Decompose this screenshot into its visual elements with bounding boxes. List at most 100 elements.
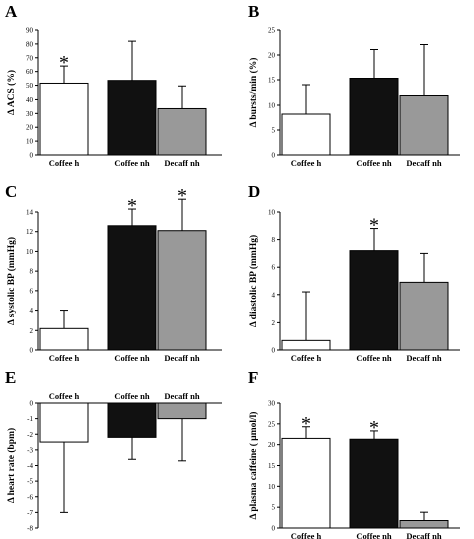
panel-d: D 0 2 4 6 8 10 Δ diastolic BP (mmHg) Coffee h Cof… [248, 182, 460, 363]
significance-star: * [369, 417, 379, 439]
bar-coffee-h [39, 402, 89, 443]
y-tick-label: 10 [26, 248, 34, 256]
y-tick-label: 70 [26, 54, 34, 62]
category-label: Coffee nh [114, 391, 149, 401]
y-tick-label: -7 [27, 509, 33, 517]
y-tick-label: 20 [268, 441, 276, 449]
y-tick-label: -6 [27, 493, 33, 501]
y-tick-label: -2 [27, 431, 33, 439]
bar-decaff-nh [399, 95, 449, 156]
y-tick-label: -4 [27, 462, 33, 470]
bar-decaff-nh [157, 107, 207, 156]
category-label: Coffee h [49, 158, 80, 168]
bar-coffee-h [39, 82, 89, 156]
y-tick-label: 8 [272, 236, 276, 244]
significance-star: * [127, 195, 137, 217]
y-tick-label: 5 [272, 504, 276, 512]
significance-star: * [59, 52, 69, 74]
category-label: Decaff nh [406, 158, 441, 168]
panel-letter: A [5, 2, 18, 21]
category-label: Coffee h [291, 353, 322, 363]
category-label: Decaff nh [406, 531, 441, 539]
y-tick-label: 6 [30, 287, 34, 295]
category-label: Coffee nh [356, 531, 391, 539]
y-axis-label: Δ diastolic BP (mmHg) [248, 235, 259, 327]
category-label: Decaff nh [164, 158, 199, 168]
y-tick-label: 15 [268, 462, 276, 470]
bar-coffee-h [39, 327, 89, 351]
y-tick-label: -5 [27, 478, 33, 486]
bar-coffee-h [281, 339, 331, 351]
y-tick-label: 25 [268, 27, 276, 35]
y-tick-label: 10 [26, 138, 34, 146]
panel-letter: B [248, 2, 259, 21]
bar-coffee-h [281, 437, 331, 529]
y-tick-label: 20 [268, 52, 276, 60]
y-tick-label: 0 [272, 347, 276, 355]
panel-f: F 0 5 10 15 20 25 30 Δ plasma caffeine ( μmol/l)… [248, 368, 460, 539]
panel-c: C 0 2 4 6 8 10 12 14 Δ systolic BP (mmHg) Coffee h… [5, 182, 222, 363]
panel-letter: F [248, 368, 258, 387]
panel-letter: C [5, 182, 17, 201]
bar-coffee-nh [349, 438, 399, 529]
bar-coffee-nh [107, 80, 157, 156]
y-axis-label: Δ ACS (%) [6, 70, 17, 115]
y-tick-label: 2 [30, 327, 34, 335]
category-label: Coffee h [291, 158, 322, 168]
category-label: Coffee nh [356, 353, 391, 363]
category-label: Decaff nh [164, 391, 199, 401]
y-tick-label: 10 [268, 209, 276, 217]
significance-star: * [369, 215, 379, 237]
y-tick-label: 2 [272, 319, 276, 327]
bar-decaff-nh [399, 281, 449, 351]
y-tick-label: 0 [30, 400, 34, 408]
category-label: Decaff nh [164, 353, 199, 363]
y-tick-label: 12 [26, 228, 34, 236]
category-label: Coffee nh [356, 158, 391, 168]
y-tick-label: 10 [268, 483, 276, 491]
y-tick-label: 20 [26, 124, 34, 132]
y-tick-label: 80 [26, 40, 34, 48]
y-tick-label: 60 [26, 68, 34, 76]
y-tick-label: 50 [26, 82, 34, 90]
y-tick-label: -8 [27, 525, 33, 533]
y-tick-label: 0 [272, 152, 276, 160]
y-tick-label: -1 [27, 415, 33, 423]
y-tick-label: 25 [268, 420, 276, 428]
significance-star: * [177, 185, 187, 207]
bar-decaff-nh [157, 402, 207, 420]
bar-decaff-nh [157, 230, 207, 351]
y-tick-label: 30 [26, 110, 34, 118]
y-tick-label: 8 [30, 268, 34, 276]
category-label: Coffee nh [114, 353, 149, 363]
panel-a: A 0 10 20 30 40 50 60 70 80 90 Δ ACS (%) Coffee h * Co… [5, 2, 222, 168]
y-tick-label: 30 [268, 400, 276, 408]
category-label: Coffee nh [114, 158, 149, 168]
y-axis-label: Δ plasma caffeine ( μmol/l) [248, 412, 259, 520]
panel-e: E 0 -1 -2 -3 -4 -5 -6 -7 -8 Δ heart rate (bpm) Coff… [5, 368, 222, 533]
y-tick-label: 10 [268, 102, 276, 110]
category-label: Coffee h [49, 353, 80, 363]
bar-decaff-nh [399, 520, 449, 529]
y-tick-label: -3 [27, 446, 33, 454]
y-tick-label: 0 [30, 347, 34, 355]
y-tick-label: 90 [26, 27, 34, 35]
panel-letter: D [248, 182, 260, 201]
y-tick-label: 4 [30, 307, 34, 315]
y-tick-label: 5 [272, 127, 276, 135]
category-label: Decaff nh [406, 353, 441, 363]
y-tick-label: 0 [30, 152, 34, 160]
y-axis-label: Δ bursts/min (%) [248, 58, 259, 128]
bar-coffee-nh [107, 402, 157, 438]
y-axis-label: Δ systolic BP (mmHg) [6, 237, 17, 325]
y-tick-label: 15 [268, 77, 276, 85]
bar-coffee-nh [349, 78, 399, 156]
bar-coffee-nh [349, 250, 399, 351]
y-tick-label: 6 [272, 264, 276, 272]
panel-b: B 0 5 10 15 20 25 Δ bursts/min (%) Coffee h Coffe… [248, 2, 460, 168]
significance-star: * [301, 413, 311, 435]
y-tick-label: 40 [26, 96, 34, 104]
y-tick-label: 0 [272, 525, 276, 533]
category-label: Coffee h [291, 531, 322, 539]
